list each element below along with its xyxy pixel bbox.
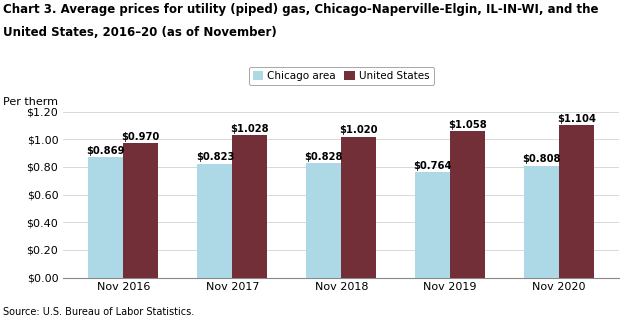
Bar	[123, 144, 158, 278]
Text: $1.104: $1.104	[557, 114, 596, 123]
Bar	[197, 164, 233, 278]
Bar	[559, 125, 594, 278]
Bar	[341, 137, 376, 278]
Text: Per therm: Per therm	[3, 97, 58, 107]
Bar	[450, 131, 485, 278]
Text: $1.058: $1.058	[448, 120, 487, 130]
Bar	[233, 136, 267, 278]
Text: Source: U.S. Bureau of Labor Statistics.: Source: U.S. Bureau of Labor Statistics.	[3, 308, 195, 317]
Text: $1.028: $1.028	[231, 124, 269, 134]
Text: $0.869: $0.869	[87, 146, 125, 156]
Text: $0.764: $0.764	[413, 160, 452, 171]
Bar	[88, 157, 123, 278]
Text: $1.020: $1.020	[339, 125, 378, 135]
Text: $0.808: $0.808	[523, 154, 561, 165]
Text: $0.823: $0.823	[196, 152, 234, 162]
Bar	[415, 172, 450, 278]
Text: $0.970: $0.970	[121, 132, 160, 142]
Bar	[525, 166, 559, 278]
Bar	[307, 163, 341, 278]
Text: United States, 2016–20 (as of November): United States, 2016–20 (as of November)	[3, 26, 277, 39]
Text: Chart 3. Average prices for utility (piped) gas, Chicago-Naperville-Elgin, IL-IN: Chart 3. Average prices for utility (pip…	[3, 3, 599, 16]
Text: $0.828: $0.828	[305, 152, 343, 162]
Legend: Chicago area, United States: Chicago area, United States	[249, 67, 434, 85]
